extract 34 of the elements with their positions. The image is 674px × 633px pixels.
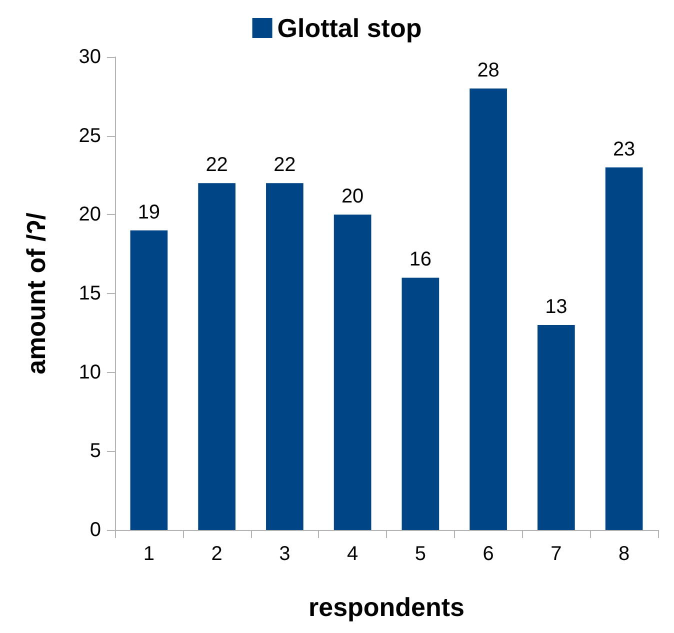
x-tick-label: 1 bbox=[143, 543, 154, 565]
y-tick-label: 10 bbox=[78, 361, 101, 384]
data-label: 22 bbox=[274, 154, 296, 176]
y-axis-title: amount of /ʔ/ bbox=[21, 212, 51, 374]
y-tick-label: 25 bbox=[78, 124, 101, 147]
bar bbox=[538, 325, 575, 530]
y-tick-label: 0 bbox=[90, 519, 101, 541]
x-tick-label: 4 bbox=[347, 543, 358, 565]
x-tick-label: 5 bbox=[414, 543, 426, 565]
y-tick-label: 15 bbox=[78, 282, 101, 304]
data-label: 16 bbox=[409, 248, 432, 271]
bar bbox=[470, 88, 507, 530]
x-tick-label: 7 bbox=[550, 543, 562, 565]
y-tick-label: 5 bbox=[90, 440, 101, 462]
x-tick-label: 3 bbox=[279, 543, 290, 565]
x-axis-title: respondents bbox=[308, 592, 465, 622]
data-label: 19 bbox=[138, 201, 160, 224]
bar bbox=[334, 214, 372, 530]
data-label: 28 bbox=[477, 60, 500, 82]
y-tick-label: 20 bbox=[78, 204, 101, 226]
data-label: 22 bbox=[206, 154, 228, 176]
bar bbox=[130, 230, 168, 530]
bar bbox=[402, 278, 440, 530]
data-label: 13 bbox=[545, 296, 568, 318]
data-label: 23 bbox=[612, 138, 636, 160]
y-tick-label: 30 bbox=[78, 46, 101, 68]
legend-label: Glottal stop bbox=[277, 13, 422, 43]
bar bbox=[198, 183, 236, 530]
x-tick-label: 2 bbox=[211, 543, 222, 565]
x-tick-label: 6 bbox=[482, 543, 494, 565]
bar bbox=[266, 183, 304, 530]
x-tick-label: 8 bbox=[618, 543, 630, 565]
bar bbox=[605, 167, 643, 530]
data-label: 20 bbox=[341, 186, 364, 208]
